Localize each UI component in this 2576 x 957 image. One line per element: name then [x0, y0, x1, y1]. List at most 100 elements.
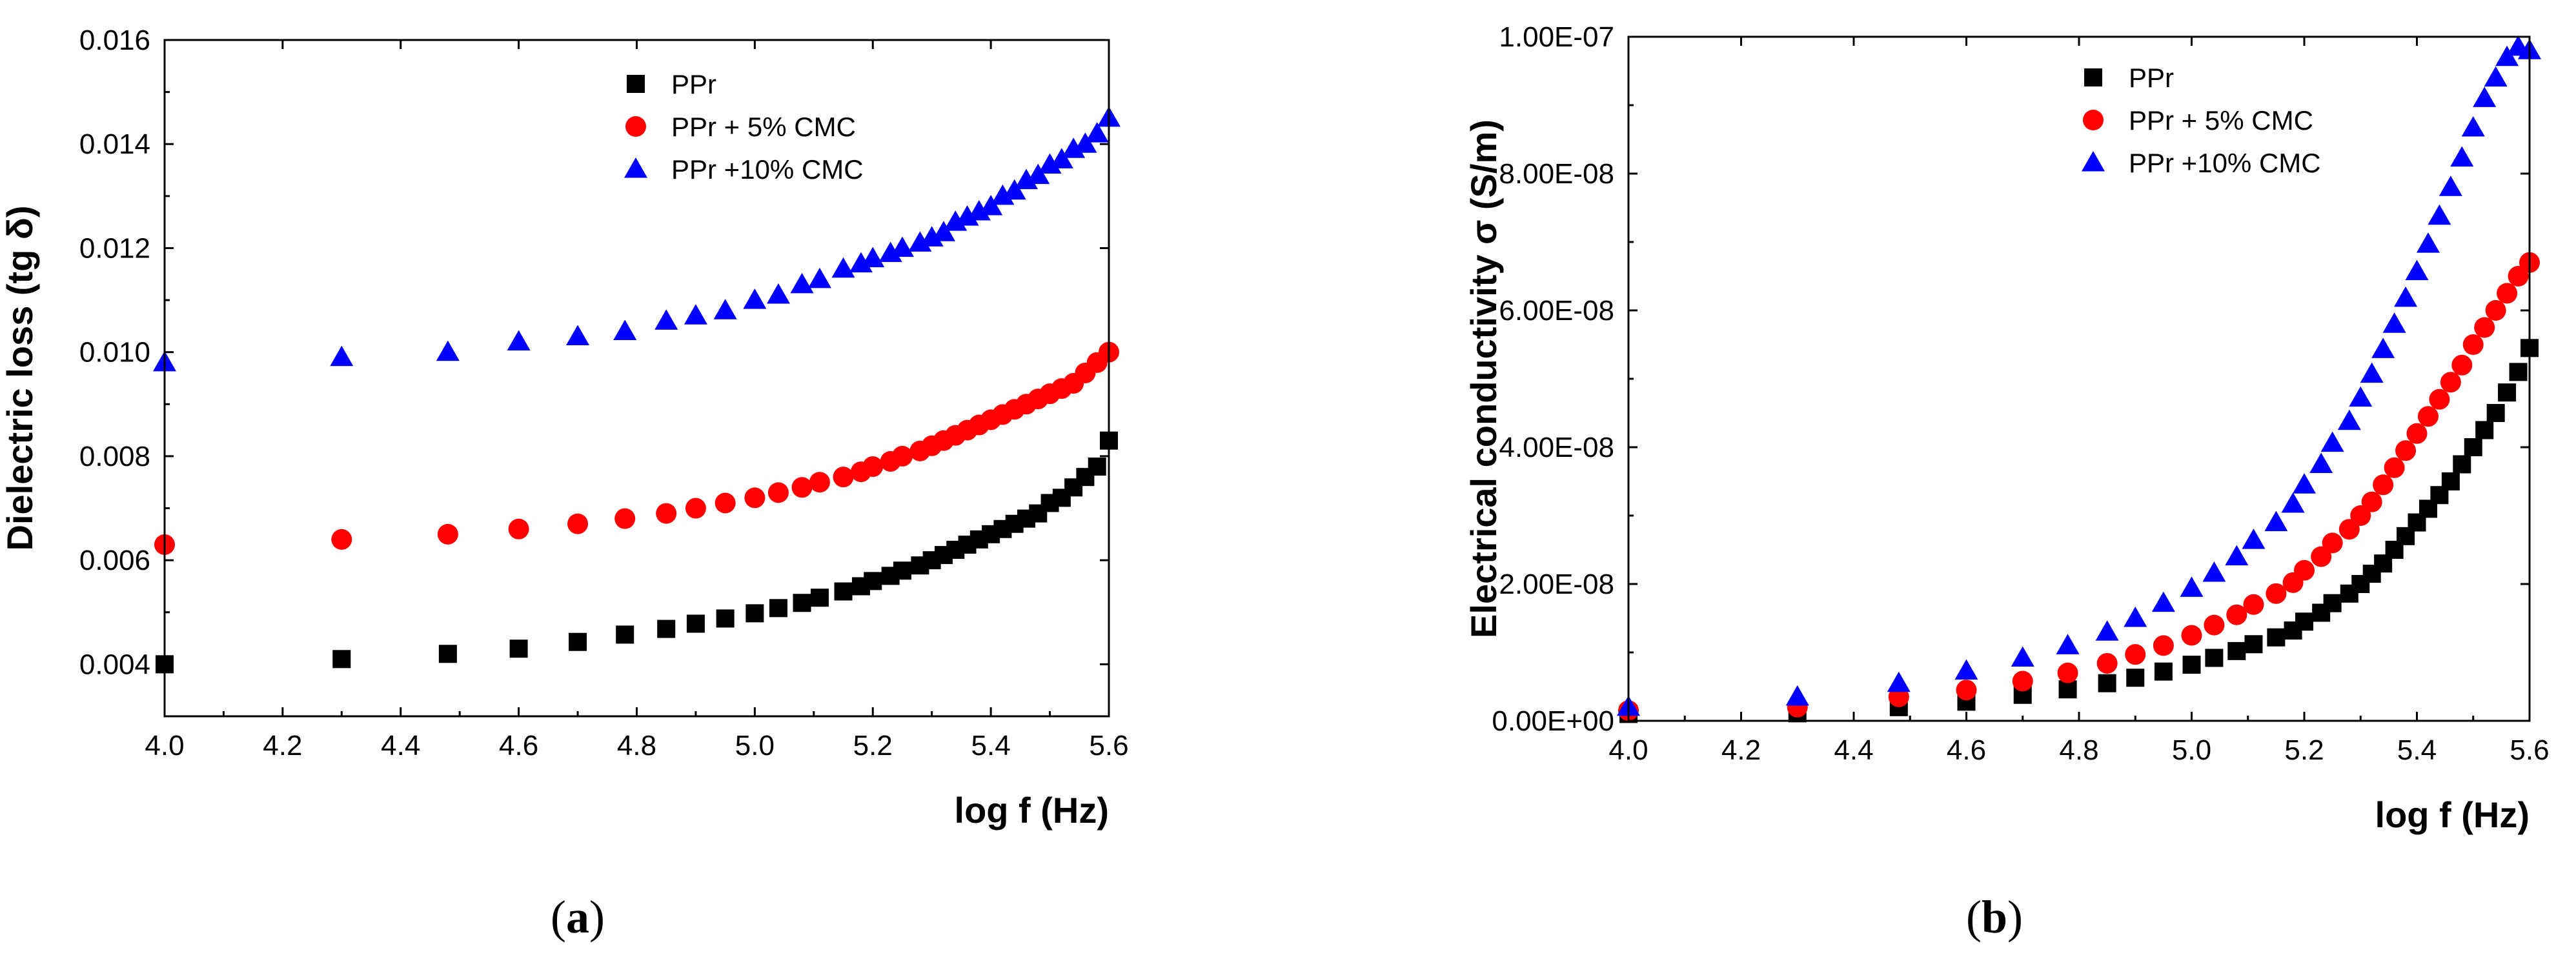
- panel-a-point-triangle: [979, 194, 1003, 216]
- panel-b-caption: (b): [1966, 891, 2023, 943]
- panel-a-ytick-label: 0.008: [79, 441, 150, 472]
- panel-a-ytick-label: 0.014: [79, 128, 150, 160]
- panel-a-point-circle: [715, 492, 736, 514]
- panel-a-xtick-label: 4.4: [381, 730, 420, 761]
- panel-a-point-square: [1088, 458, 1106, 476]
- panel-b-point-circle: [2440, 372, 2461, 393]
- panel-b-point-circle: [2462, 334, 2484, 355]
- panel-b-point-circle: [2243, 594, 2264, 615]
- panel-a-point-triangle: [436, 340, 460, 361]
- panel-a-point-triangle: [743, 288, 767, 309]
- panel-b-point-square: [2267, 628, 2286, 647]
- panel-b-point-circle: [2373, 474, 2394, 496]
- panel-a-ytick-label: 0.010: [79, 337, 150, 368]
- panel-b-xtick-label: 4.4: [1834, 734, 1873, 766]
- panel-a-point-circle: [833, 467, 854, 488]
- panel-a-point-circle: [862, 456, 884, 478]
- panel-b-point-square: [2227, 641, 2246, 660]
- panel-b-legend-marker-triangle: [2082, 151, 2105, 172]
- panel-b-point-triangle: [1887, 671, 1911, 692]
- panel-b-point-circle: [1956, 680, 1977, 701]
- panel-a-point-triangle: [766, 283, 790, 304]
- panel-a-xtick-label: 5.2: [853, 730, 893, 761]
- panel-a-point-triangle: [944, 210, 968, 231]
- panel-a-caption: (a): [551, 891, 605, 943]
- panel-b-point-triangle: [2320, 431, 2344, 452]
- panel-a-point-square: [438, 645, 457, 663]
- panel-b-point-triangle: [2056, 634, 2080, 654]
- panel-a-point-triangle: [955, 205, 979, 226]
- panel-b-point-square: [2486, 404, 2505, 422]
- panel-a-xtick-label: 4.8: [617, 730, 656, 761]
- panel-b-point-circle: [2406, 423, 2428, 444]
- panel-a-point-triangle: [684, 304, 707, 325]
- panel-a-ytick-label: 0.016: [79, 25, 150, 56]
- panel-a-ytick-label: 0.012: [79, 232, 150, 264]
- panel-a-point-triangle: [1014, 168, 1038, 190]
- panel-b-point-square: [2498, 383, 2517, 402]
- panel-a-point-square: [745, 604, 764, 623]
- panel-b-point-triangle: [2309, 452, 2333, 473]
- panel-b-legend-label: PPr + 5% CMC: [2129, 105, 2313, 136]
- panel-b-xtick-label: 4.0: [1608, 734, 1648, 766]
- panel-a-point-triangle: [849, 252, 873, 273]
- panel-b-xtick-label: 5.4: [2397, 734, 2437, 766]
- panel-a-legend-label: PPr: [671, 69, 716, 99]
- panel-b-point-circle: [2429, 388, 2450, 410]
- panel-b-xtick-label: 5.0: [2172, 734, 2211, 766]
- panel-b-point-circle: [2125, 644, 2146, 665]
- panel-b-point-circle: [2451, 354, 2473, 376]
- panel-a-point-square: [893, 561, 911, 580]
- panel-a-xtick-label: 4.6: [499, 730, 538, 761]
- panel-a-point-circle: [567, 513, 589, 534]
- panel-b-xtick-label: 5.6: [2510, 734, 2549, 766]
- panel-a-point-triangle: [831, 257, 855, 278]
- panel-b-point-triangle: [2151, 591, 2175, 612]
- panel-a-point-triangle: [991, 184, 1015, 205]
- panel-b-point-circle: [2384, 457, 2405, 478]
- panel-b-point-triangle: [2011, 646, 2034, 667]
- panel-b-ytick-label: 8.00E-08: [1499, 158, 1614, 190]
- panel-a-point-square: [657, 620, 676, 638]
- panel-a-point-triangle: [790, 272, 814, 294]
- panel-b-point-triangle: [2281, 492, 2305, 513]
- panel-a-xtick-label: 4.2: [263, 730, 302, 761]
- panel-b-point-circle: [2266, 583, 2287, 604]
- panel-b-legend: PPr PPr + 5% CMC PPr +10% CMC: [2082, 63, 2321, 178]
- panel-a-point-triangle: [613, 319, 637, 340]
- panel-b-ytick-label: 0.00E+00: [1492, 705, 1614, 737]
- panel-a-legend: PPr PPr + 5% CMC PPr +10% CMC: [624, 69, 864, 185]
- panel-b-point-triangle: [2394, 286, 2418, 307]
- panel-b-point-triangle: [1954, 659, 1978, 680]
- panel-b-point-triangle: [2242, 529, 2266, 549]
- panel-b-point-square: [2295, 612, 2313, 631]
- panel-a-point-circle: [331, 529, 352, 550]
- panel-b-point-triangle: [2405, 259, 2429, 281]
- panel-a-point-triangle: [1050, 148, 1073, 168]
- panel-a-point-triangle: [920, 226, 944, 247]
- panel-b-caption-letter: b: [1982, 891, 2007, 943]
- panel-a-point-triangle: [654, 309, 678, 330]
- panel-b-ytick-label: 1.00E-07: [1499, 21, 1614, 53]
- panel-a-legend-marker-triangle: [624, 157, 647, 178]
- panel-b-point-triangle: [2473, 86, 2497, 107]
- panel-a-point-circle: [744, 487, 766, 509]
- panel-b-point-square: [2205, 649, 2224, 667]
- panel-b-point-triangle: [2360, 362, 2384, 383]
- panel-a-legend-marker-circle: [625, 116, 646, 137]
- panel-a-point-triangle: [330, 345, 354, 367]
- panel-b-point-triangle: [2439, 176, 2462, 196]
- panel-a-point-circle: [437, 523, 458, 545]
- panel-b-point-circle: [2497, 283, 2518, 304]
- panel-b-ytick-label: 4.00E-08: [1499, 432, 1614, 463]
- panel-a-point-triangle: [507, 330, 531, 351]
- panel-a-xtick-label: 5.6: [1089, 730, 1128, 761]
- panel-b-point-circle: [2395, 440, 2417, 461]
- panel-b-point-circle: [2508, 266, 2529, 287]
- panel-a-caption-letter: a: [566, 891, 589, 943]
- panel-b-legend-label: PPr +10% CMC: [2129, 148, 2321, 178]
- panel-a-point-triangle: [713, 299, 737, 319]
- panel-b-point-circle: [2204, 614, 2225, 636]
- panel-b-point-circle: [2012, 670, 2033, 692]
- panel-a-point-triangle: [861, 247, 885, 268]
